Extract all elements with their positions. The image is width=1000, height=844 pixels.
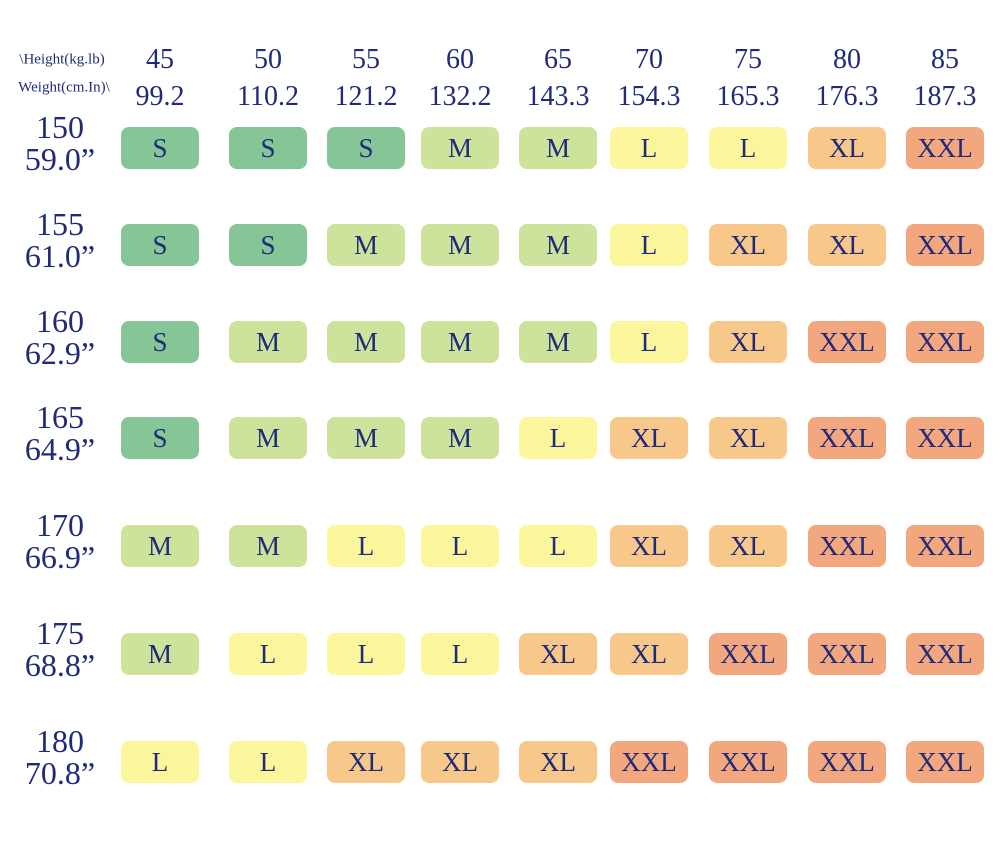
size-cell: S	[327, 127, 405, 169]
weight-kg: 50	[254, 44, 282, 75]
size-cell: XL	[709, 417, 787, 459]
size-cell: M	[121, 633, 199, 675]
weight-lb: 187.3	[913, 81, 977, 112]
size-cell: M	[519, 321, 597, 363]
height-cm: 180	[36, 723, 84, 759]
size-cell: M	[327, 321, 405, 363]
height-in: 61.0”	[24, 238, 96, 274]
size-cell: XL	[519, 633, 597, 675]
size-cell: M	[421, 224, 499, 266]
weight-kg: 60	[446, 44, 474, 75]
weight-kg: 70	[635, 44, 663, 75]
size-cell: M	[229, 321, 307, 363]
size-cell: L	[610, 321, 688, 363]
size-cell: L	[229, 741, 307, 783]
weight-lb: 176.3	[815, 81, 879, 112]
size-cell: L	[327, 525, 405, 567]
size-cell: XXL	[906, 127, 984, 169]
height-cm: 160	[36, 303, 84, 339]
size-cell: L	[610, 127, 688, 169]
weight-lb: 121.2	[334, 81, 398, 112]
size-cell: XXL	[906, 525, 984, 567]
size-cell: XXL	[610, 741, 688, 783]
size-cell: XL	[327, 741, 405, 783]
size-cell: S	[121, 224, 199, 266]
size-cell: S	[121, 417, 199, 459]
height-in: 59.0”	[24, 141, 96, 177]
size-cell: M	[421, 321, 499, 363]
size-cell: L	[610, 224, 688, 266]
size-cell: XXL	[906, 224, 984, 266]
size-cell: L	[229, 633, 307, 675]
size-cell: XL	[808, 224, 886, 266]
size-cell: XXL	[709, 741, 787, 783]
size-cell: XL	[421, 741, 499, 783]
size-cell: L	[327, 633, 405, 675]
size-cell: L	[519, 525, 597, 567]
weight-kg: 85	[931, 44, 959, 75]
size-cell: M	[121, 525, 199, 567]
size-cell: M	[229, 417, 307, 459]
size-cell: XXL	[906, 321, 984, 363]
size-cell: XXL	[906, 741, 984, 783]
size-cell: S	[121, 321, 199, 363]
height-cm: 155	[36, 206, 84, 242]
size-cell: M	[519, 127, 597, 169]
weight-kg: 55	[352, 44, 380, 75]
size-cell: XXL	[808, 633, 886, 675]
weight-kg: 65	[544, 44, 572, 75]
size-cell: S	[229, 224, 307, 266]
size-cell: XXL	[906, 417, 984, 459]
size-cell: L	[709, 127, 787, 169]
size-cell: XXL	[808, 417, 886, 459]
size-cell: M	[229, 525, 307, 567]
size-cell: XXL	[808, 741, 886, 783]
weight-lb: 165.3	[716, 81, 780, 112]
height-in: 64.9”	[24, 431, 96, 467]
size-cell: XL	[610, 417, 688, 459]
weight-kg: 80	[833, 44, 861, 75]
size-cell: M	[327, 224, 405, 266]
height-in: 62.9”	[24, 335, 96, 371]
weight-kg: 45	[146, 44, 174, 75]
size-cell: M	[421, 127, 499, 169]
weight-lb: 132.2	[428, 81, 492, 112]
size-cell: XL	[709, 525, 787, 567]
size-cell: L	[121, 741, 199, 783]
height-cm: 165	[36, 399, 84, 435]
size-cell: XXL	[906, 633, 984, 675]
size-cell: L	[421, 525, 499, 567]
size-cell: XL	[709, 321, 787, 363]
size-cell: XXL	[808, 321, 886, 363]
size-cell: XL	[709, 224, 787, 266]
height-cm: 175	[36, 615, 84, 651]
size-cell: XXL	[709, 633, 787, 675]
size-cell: XL	[808, 127, 886, 169]
size-cell: S	[121, 127, 199, 169]
size-cell: XL	[610, 525, 688, 567]
size-cell: L	[421, 633, 499, 675]
height-cm: 150	[36, 109, 84, 145]
corner-label: Weight(cm.In)\	[18, 79, 110, 96]
size-cell: M	[327, 417, 405, 459]
height-cm: 170	[36, 507, 84, 543]
weight-lb: 99.2	[135, 81, 185, 112]
size-cell: M	[421, 417, 499, 459]
height-in: 66.9”	[24, 539, 96, 575]
weight-lb: 154.3	[617, 81, 681, 112]
weight-lb: 143.3	[526, 81, 590, 112]
corner-label: \Height(kg.lb)	[19, 51, 105, 68]
weight-kg: 75	[734, 44, 762, 75]
size-cell: S	[229, 127, 307, 169]
size-cell: XXL	[808, 525, 886, 567]
size-cell: XL	[610, 633, 688, 675]
size-cell: M	[519, 224, 597, 266]
size-cell: XL	[519, 741, 597, 783]
height-in: 70.8”	[24, 755, 96, 791]
height-in: 68.8”	[24, 647, 96, 683]
weight-lb: 110.2	[237, 81, 299, 112]
size-cell: L	[519, 417, 597, 459]
